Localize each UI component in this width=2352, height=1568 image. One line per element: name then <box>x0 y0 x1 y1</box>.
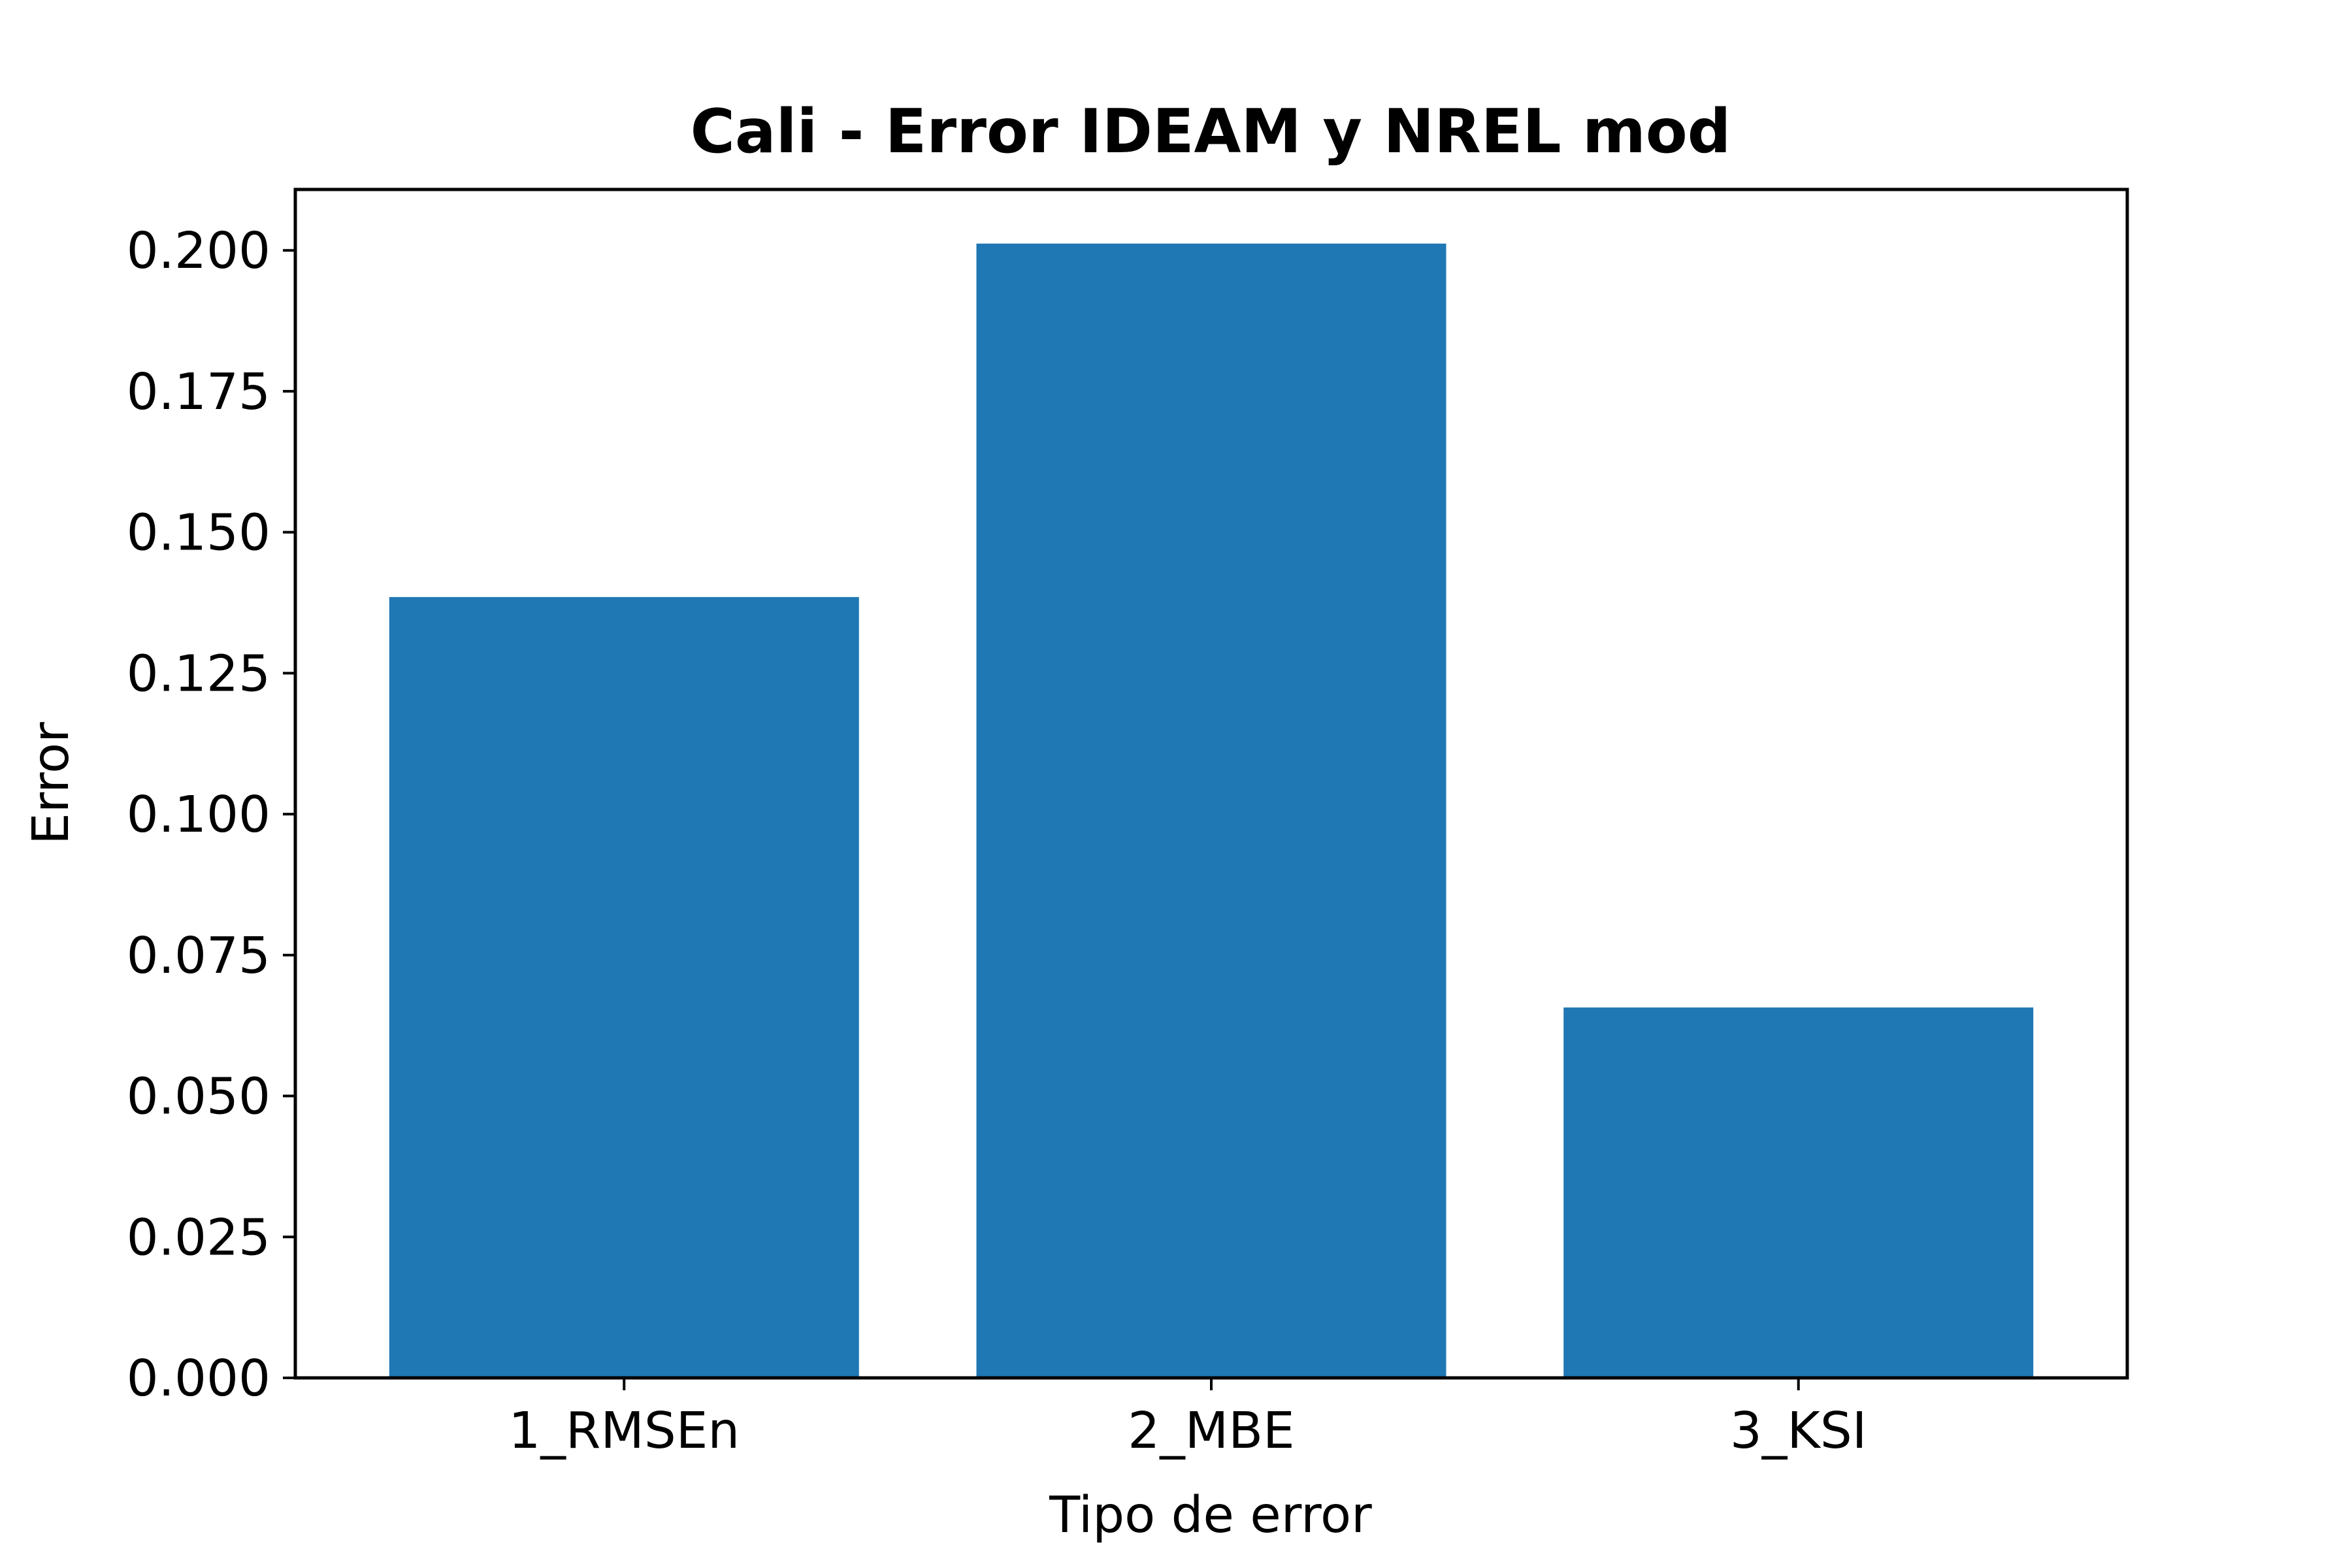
y-tick-label: 0.175 <box>127 363 270 421</box>
y-tick-label: 0.200 <box>127 222 270 280</box>
x-tick-label: 1_RMSEn <box>508 1402 740 1460</box>
y-tick-label: 0.100 <box>127 786 270 844</box>
x-tick-label: 2_MBE <box>1128 1402 1294 1460</box>
bar-1_RMSEn <box>389 596 859 1378</box>
y-tick-label: 0.000 <box>127 1350 270 1408</box>
x-axis-title: Tipo de error <box>1049 1486 1372 1544</box>
y-tick-label: 0.125 <box>127 645 270 703</box>
bar-3_KSI <box>1563 1007 2034 1378</box>
bars-layer <box>389 243 2034 1378</box>
y-axis: 0.000 0.025 0.050 0.075 0.100 0.125 0.150 0.175… <box>127 222 295 1408</box>
bar-2_MBE <box>976 243 1446 1378</box>
y-axis-title: Error <box>22 722 80 845</box>
x-tick-label: 3_KSI <box>1730 1402 1867 1460</box>
plot-frame <box>293 188 2129 1380</box>
chart-title: Cali - Error IDEAM y NREL mod <box>691 96 1731 167</box>
y-tick-label: 0.050 <box>127 1068 270 1126</box>
x-axis: 1_RMSEn 2_MBE 3_KSI <box>508 1378 1867 1460</box>
y-tick-label: 0.150 <box>127 504 270 563</box>
y-tick-label: 0.075 <box>127 927 270 985</box>
y-tick-label: 0.025 <box>127 1209 270 1267</box>
